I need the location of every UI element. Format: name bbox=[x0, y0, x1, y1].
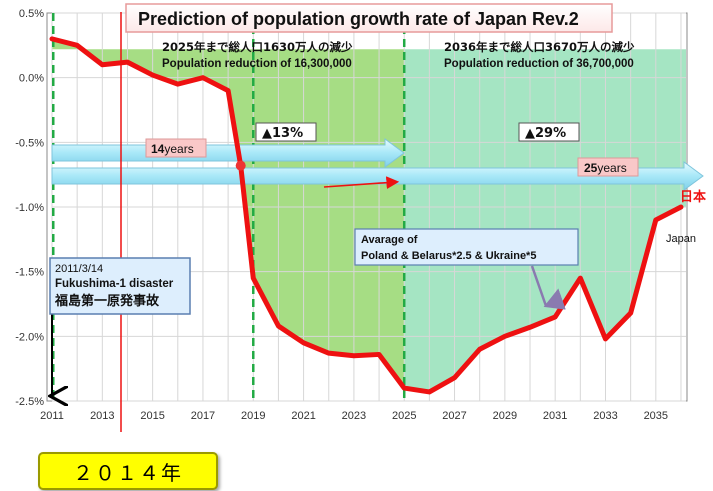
x-tick-label: 2011 bbox=[40, 410, 64, 422]
era-2025-label-jp: 2025年まで総人口1630万人の減少 bbox=[162, 40, 353, 54]
x-tick-label: 2013 bbox=[90, 410, 114, 422]
x-tick-label: 2031 bbox=[543, 410, 567, 422]
pct-29-label: ▲29% bbox=[525, 126, 566, 141]
axis-ticks: 0.5% 0.0% -0.5% -1.0% -1.5% -2.0% -2.5% 2011 201… bbox=[15, 8, 668, 422]
x-tick-label: 2025 bbox=[392, 410, 416, 422]
years-25-label: 25years bbox=[584, 161, 627, 175]
title-box bbox=[125, 3, 613, 33]
fukushima-date: 2011/3/14 bbox=[55, 263, 103, 275]
x-tick-label: 2017 bbox=[191, 410, 215, 422]
fukushima-box bbox=[49, 257, 191, 315]
x-tick-label: 2023 bbox=[342, 410, 366, 422]
y-tick-label: -2.5% bbox=[15, 396, 44, 408]
series-point-2018 bbox=[235, 160, 246, 171]
era-2036-label-jp: 2036年まで総人口3670万人の減少 bbox=[444, 40, 635, 54]
x-tick-label: 2015 bbox=[140, 410, 164, 422]
y-tick-label: -0.5% bbox=[15, 137, 44, 149]
average-line-2: Poland & Belarus*2.5 & Ukraine*5 bbox=[361, 250, 536, 262]
average-line-1: Avarage of bbox=[361, 234, 418, 246]
years-14-box bbox=[145, 138, 207, 158]
series-label-jp: 日本 bbox=[680, 189, 706, 205]
y-tick-label: -1.5% bbox=[15, 267, 44, 279]
pct-13-box bbox=[255, 122, 317, 142]
y-tick-label: 0.0% bbox=[19, 73, 44, 85]
pct-29-box bbox=[518, 122, 580, 142]
pct-13-label: ▲13% bbox=[262, 126, 303, 141]
average-box bbox=[354, 228, 579, 266]
grid bbox=[51, 12, 686, 402]
x-tick-label: 2029 bbox=[493, 410, 517, 422]
years-14-label: 14years bbox=[151, 142, 194, 156]
chart-title: Prediction of population growth rate of … bbox=[138, 9, 579, 29]
year-2014-badge: ２０１４年 bbox=[38, 452, 218, 490]
years-25-box bbox=[577, 157, 639, 177]
arrow-25-years bbox=[51, 161, 704, 191]
x-tick-label: 2019 bbox=[241, 410, 265, 422]
x-tick-label: 2021 bbox=[291, 410, 315, 422]
fukushima-en: Fukushima-1 disaster bbox=[55, 278, 174, 290]
era-2036-label-en: Population reduction of 36,700,000 bbox=[444, 58, 634, 70]
x-tick-label: 2033 bbox=[593, 410, 617, 422]
red-arrow-2025 bbox=[323, 176, 400, 190]
y-tick-label: -1.0% bbox=[15, 202, 44, 214]
era-2-fill bbox=[404, 49, 686, 392]
fukushima-jp: 福島第一原発事故 bbox=[54, 293, 160, 309]
era-2025-label-en: Population reduction of 16,300,000 bbox=[162, 58, 352, 70]
y-tick-label: -2.0% bbox=[15, 331, 44, 343]
y-tick-label: 0.5% bbox=[19, 8, 44, 20]
x-tick-label: 2035 bbox=[644, 410, 668, 422]
x-tick-label: 2027 bbox=[442, 410, 466, 422]
series-japan-line bbox=[49, 36, 684, 395]
arrow-14-years bbox=[51, 138, 405, 168]
average-pointer-arrow bbox=[530, 265, 566, 310]
series-label-en: Japan bbox=[666, 233, 696, 245]
